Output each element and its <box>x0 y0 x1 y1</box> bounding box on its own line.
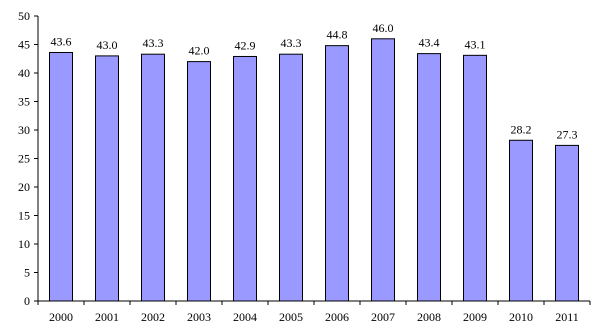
data-label: 27.3 <box>557 127 578 141</box>
x-tick-label: 2004 <box>233 310 257 324</box>
x-axis: 2000 2001 2002 2003 2004 2005 2006 2007 2008 2009… <box>37 300 591 324</box>
x-tick-label: 2007 <box>371 310 395 324</box>
x-tick-label: 2009 <box>463 310 487 324</box>
data-label: 43.3 <box>281 36 302 50</box>
x-tick-label: 2001 <box>95 310 119 324</box>
y-tick-label: 15 <box>18 209 30 223</box>
data-label: 42.0 <box>189 44 210 58</box>
y-tick-label: 30 <box>18 123 30 137</box>
x-tick-label: 2008 <box>417 310 441 324</box>
data-label: 43.1 <box>465 37 486 51</box>
bar <box>233 55 257 302</box>
y-tick-label: 25 <box>18 152 30 166</box>
x-tick-label: 2011 <box>555 310 579 324</box>
y-tick-label: 50 <box>18 9 30 23</box>
y-tick-label: 5 <box>24 266 30 280</box>
data-label: 28.2 <box>511 122 532 136</box>
x-tick-label: 2005 <box>279 310 303 324</box>
bar <box>279 53 303 302</box>
bar <box>555 144 579 302</box>
bar <box>371 38 395 302</box>
bar <box>95 55 119 302</box>
bar <box>417 53 441 302</box>
bars <box>49 38 579 302</box>
y-tick-label: 10 <box>18 237 30 251</box>
x-tick-label: 2003 <box>187 310 211 324</box>
data-label: 43.6 <box>51 34 72 48</box>
data-labels: 43.6 43.0 43.3 42.0 42.9 43.3 44.8 46.0 43.4 43.1… <box>51 21 578 142</box>
x-tick-label: 2010 <box>509 310 533 324</box>
data-label: 43.4 <box>419 36 440 50</box>
bar <box>141 53 165 302</box>
bar <box>463 54 487 302</box>
y-tick-label: 45 <box>18 38 30 52</box>
data-label: 43.0 <box>97 38 118 52</box>
y-tick-label: 40 <box>18 66 30 80</box>
x-tick-label: 2000 <box>49 310 73 324</box>
bar <box>187 61 211 302</box>
x-tick-label: 2006 <box>325 310 349 324</box>
bar <box>509 139 533 302</box>
y-tick-label: 35 <box>18 95 30 109</box>
bar <box>49 51 73 302</box>
y-tick-label: 0 <box>24 294 30 308</box>
y-tick-label: 20 <box>18 180 30 194</box>
data-label: 43.3 <box>143 36 164 50</box>
data-label: 44.8 <box>327 28 348 42</box>
x-tick-label: 2002 <box>141 310 165 324</box>
data-label: 46.0 <box>373 21 394 35</box>
data-label: 42.9 <box>235 38 256 52</box>
bar <box>325 45 349 302</box>
y-axis: 0 5 10 15 20 25 30 35 40 45 50 <box>18 9 39 308</box>
